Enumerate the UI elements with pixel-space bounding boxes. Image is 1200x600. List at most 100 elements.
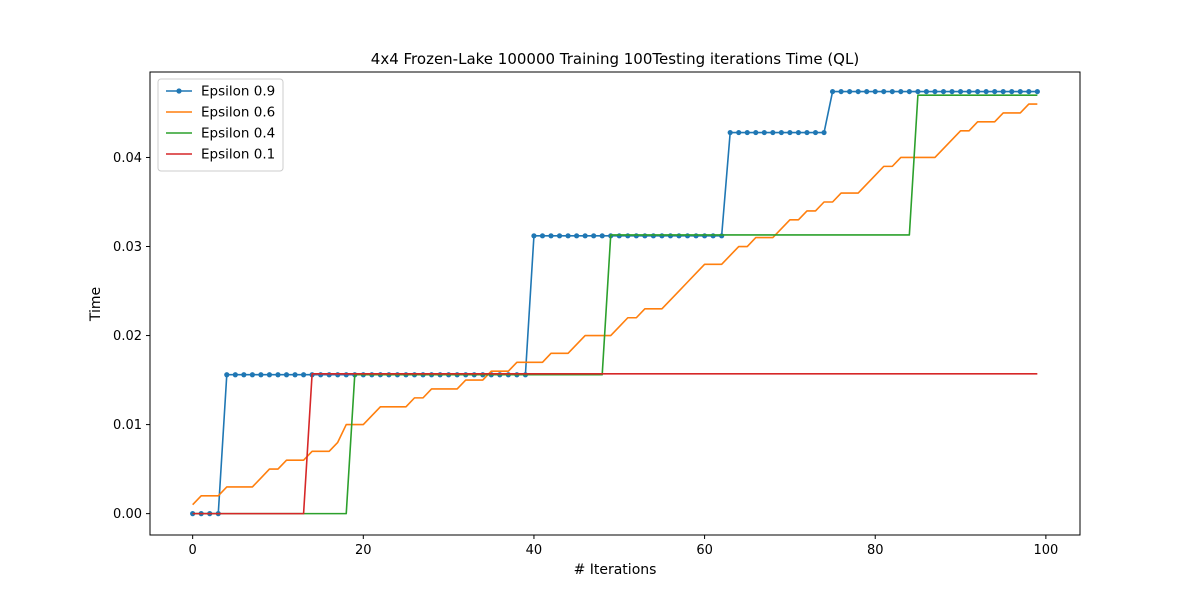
x-axis-title: # Iterations (574, 562, 657, 578)
data-point (539, 233, 546, 239)
data-point (710, 233, 716, 239)
data-point (292, 372, 298, 378)
data-point (719, 233, 725, 239)
data-point (778, 129, 784, 136)
y-tick-label: 0.02 (113, 329, 142, 344)
data-point (650, 233, 656, 239)
data-point (940, 88, 947, 95)
series-line-epsilon-0-1 (192, 373, 1038, 515)
data-point (300, 372, 307, 378)
legend-label: Epsilon 0.4 (201, 126, 275, 142)
data-point (599, 233, 605, 239)
data-point (829, 88, 836, 95)
x-tick-label: 60 (696, 543, 713, 558)
data-point (241, 372, 247, 378)
data-point (693, 233, 699, 239)
data-point (701, 233, 708, 239)
data-point (1000, 88, 1006, 95)
data-point (548, 233, 554, 239)
data-point (556, 233, 563, 239)
data-point (923, 88, 930, 95)
legend: Epsilon 0.9 Epsilon 0.6 Epsilon 0.4 Epsilon… (157, 78, 284, 172)
data-point (932, 88, 938, 95)
data-point (804, 129, 810, 136)
data-point (326, 372, 332, 378)
y-tick-label: 0.04 (113, 151, 142, 166)
data-point (727, 129, 733, 136)
data-point (642, 233, 648, 239)
data-point (1026, 88, 1032, 95)
data-point (224, 372, 230, 378)
y-axis-title: Time (88, 287, 104, 322)
data-point (949, 88, 955, 95)
data-point (565, 233, 571, 239)
data-point (625, 233, 631, 239)
data-point (249, 372, 255, 378)
x-tick-label: 80 (867, 543, 884, 558)
data-point (318, 372, 324, 378)
data-point (684, 233, 691, 239)
y-tick-label: 0.00 (113, 507, 142, 522)
data-point (838, 88, 844, 95)
data-point (812, 129, 819, 136)
data-point (761, 129, 767, 136)
series-line-epsilon-0-6 (192, 103, 1038, 506)
data-point (258, 372, 264, 378)
data-point (787, 129, 793, 136)
data-point (659, 233, 665, 239)
data-point (343, 372, 349, 378)
data-point (1017, 88, 1023, 95)
series-layer (190, 88, 1040, 517)
data-point (898, 88, 904, 95)
legend-label: Epsilon 0.9 (201, 84, 275, 100)
data-point (864, 88, 870, 95)
legend-box (157, 78, 284, 172)
series-line-epsilon-0-4 (192, 94, 1038, 515)
data-point (906, 88, 912, 95)
data-point (232, 372, 238, 378)
data-point (616, 233, 622, 239)
data-point (275, 372, 281, 378)
data-point (591, 233, 597, 239)
data-point (582, 233, 588, 239)
data-point (881, 88, 887, 95)
data-point (855, 88, 861, 95)
data-point (795, 129, 802, 136)
legend-marker (176, 88, 182, 94)
y-axis: 0.00 0.01 0.02 0.03 0.04 (113, 151, 150, 522)
data-point (744, 129, 750, 136)
data-point (966, 88, 972, 95)
data-point (975, 88, 981, 95)
data-point (531, 233, 537, 239)
chart-title: 4x4 Frozen-Lake 100000 Training 100Testi… (371, 50, 859, 68)
x-tick-label: 40 (526, 543, 543, 558)
data-point (753, 129, 759, 136)
data-point (676, 233, 682, 239)
x-axis: 0 20 40 60 80 100 (189, 535, 1058, 558)
y-tick-label: 0.01 (113, 418, 142, 433)
plot-frame (149, 71, 1081, 536)
x-tick-label: 100 (1033, 543, 1058, 558)
data-point (574, 233, 580, 239)
legend-label: Epsilon 0.6 (201, 105, 275, 121)
data-point (770, 129, 776, 136)
series-line-epsilon-0-9 (192, 90, 1038, 515)
data-point (915, 88, 921, 95)
data-point (889, 88, 895, 95)
data-point (283, 372, 290, 378)
data-point (983, 88, 989, 95)
legend-label: Epsilon 0.1 (201, 147, 275, 163)
data-point (266, 372, 273, 378)
data-point (872, 88, 878, 95)
data-point (847, 88, 853, 95)
data-point (1034, 88, 1040, 95)
data-point (633, 233, 639, 239)
data-point (335, 372, 341, 378)
data-point (736, 129, 742, 136)
x-tick-label: 0 (189, 543, 197, 558)
y-tick-label: 0.03 (113, 240, 142, 255)
x-tick-label: 20 (355, 543, 372, 558)
data-point (957, 88, 964, 95)
data-point (1009, 88, 1015, 95)
